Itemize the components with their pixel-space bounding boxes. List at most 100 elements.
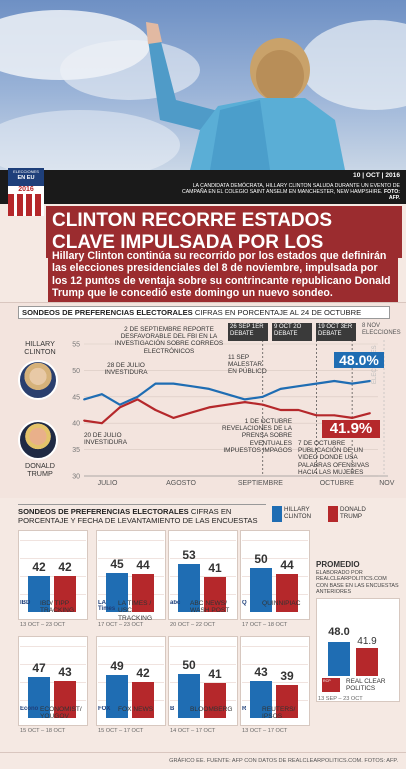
y-tick-label: 45 [72,394,80,401]
average-trump-bar [356,648,378,676]
data-point [369,412,371,415]
grid-line [98,646,164,647]
grid-line [20,540,86,541]
x-month-label: JULIO [98,480,118,487]
trump-final-value: 41.9% [322,420,380,438]
data-point [226,403,228,406]
clinton-bar [250,567,272,612]
y-tick-label: 30 [72,474,80,481]
poll-panel [18,530,88,620]
grid-line [170,558,236,559]
trump-value: 41 [208,560,222,575]
poll-date: 15 OCT – 17 OCT [98,728,144,734]
data-point [279,387,282,390]
election-badge: ELECCIONES EN EU 2016 [8,168,44,216]
data-point [226,393,228,396]
data-point [315,414,318,417]
trump-value: 41 [208,666,222,681]
annotation-investidura-clinton: 28 DE JULIO INVESTIDURA [104,362,148,377]
y-tick-label: 50 [72,368,80,375]
data-point [154,382,157,385]
trend-chart: 55 50 45 40 35 30 JULIO AGOSTO SEPTIEMBRE OCTUBRE… [72,340,395,487]
average-clinton-value: 48.0 [328,625,350,638]
pollster-name: IBD/ TIPP TRACKING [40,600,75,615]
grid-line [98,558,164,559]
y-tick-label: 35 [72,447,80,454]
grid-line [170,664,236,665]
grid-line [98,682,164,683]
pollster-logo: B [170,706,175,712]
pollster-name: FOX NEWS [118,706,154,713]
trump-bar [276,573,298,612]
x-month-label: SEPTIEMBRE [238,480,283,487]
data-point [333,380,336,382]
legend-trump-swatch [328,506,338,522]
data-point [172,382,175,385]
average-trump-value: 41.9 [357,636,377,647]
trump-bar [204,682,226,718]
debate-3-label: 19 OCT 3ER DEBATE [316,323,356,341]
data-point [261,403,264,406]
data-point [297,409,300,411]
grid-line [242,558,308,559]
footer-credit: GRÁFICO EE. FUENTE: AFP CON DATOS DE REA… [0,752,406,768]
data-point [243,401,246,403]
poll-date: 15 OCT – 18 OCT [20,728,66,734]
grid-line [170,700,236,701]
annotation-fbi: 2 DE SEPTIEMBRE REPORTE DESFAVORABLE DEL… [114,326,224,355]
average-source: REAL CLEAR POLITICS [346,678,386,693]
data-point [297,385,300,388]
trump-value: 42 [136,665,150,680]
data-point [83,419,85,422]
average-desc: ELABORADO POR REALCLEARPOLITICS.COM CON … [316,570,399,596]
annotation-video: 7 DE OCTUBRE PUBLICACIÓN DE UN VIDEO DON… [298,440,370,476]
data-point [172,417,175,419]
grid-line [98,576,164,577]
grid-line [98,540,164,541]
data-point [208,406,211,409]
pollster-logo: Economist [20,706,38,712]
data-point [100,393,103,396]
data-point [190,411,193,414]
poll-date: 20 OCT – 22 OCT [170,622,216,628]
pollster-name: ECONOMIST/ YOUGOV [40,706,82,721]
y-tick-label: 55 [72,342,80,349]
grid-line [20,700,86,701]
pollster-name: QUINNIPIAC [262,600,301,607]
poll-date: 17 OCT – 18 OCT [242,622,288,628]
grid-line [20,576,86,577]
trump-bar [204,576,226,612]
clinton-value: 50 [254,551,268,566]
grid-line [170,646,236,647]
legend-clinton-swatch [272,506,282,522]
poll-date: 17 OCT – 23 OCT [98,622,144,628]
grid-line [170,540,236,541]
clinton-figure [146,22,345,170]
grid-line [170,594,236,595]
grid-line [242,664,308,665]
data-point [208,387,211,390]
pollster-logo: IBD [20,600,31,606]
grid-line [242,646,308,647]
pollster-name: ABC NEWS/ WASH POST [190,600,230,615]
pollster-name: BLOOMBERG [190,706,233,713]
grid-line [170,576,236,577]
pollster-logo: abc [170,600,181,606]
grid-line [20,682,86,683]
data-point [369,380,371,382]
trump-value: 43 [58,664,72,679]
grid-line [242,594,308,595]
data-point [351,417,354,419]
grid-line [242,540,308,541]
trump-value: 42 [58,559,72,574]
hero-photo [0,0,406,170]
debate-1-label: 26 SEP 1ER DEBATE [228,323,268,341]
trump-bar [276,685,298,718]
data-point [190,385,193,388]
grid-line [242,576,308,577]
trump-value: 39 [280,669,294,684]
data-point [351,382,354,385]
grid-line [98,664,164,665]
poll-date: 13 OCT – 23 OCT [20,622,66,628]
grid-line [170,682,236,683]
